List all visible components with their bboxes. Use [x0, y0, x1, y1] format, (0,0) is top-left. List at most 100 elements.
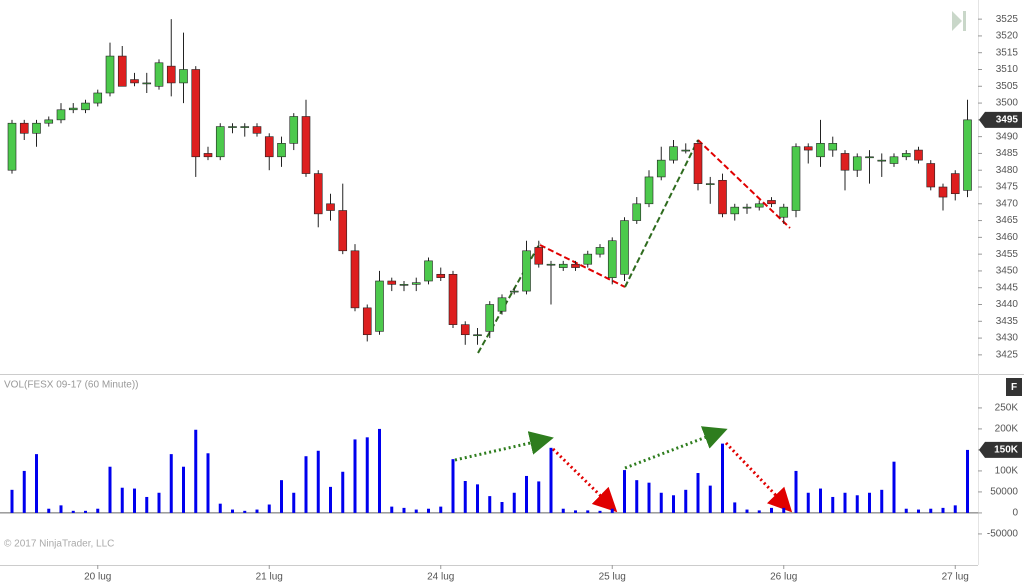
- candle-body: [779, 206, 789, 218]
- candle-body: [7, 122, 17, 171]
- trend-line: [477, 242, 541, 354]
- volume-bar: [917, 509, 920, 513]
- x-tick-label: 25 lug: [599, 572, 626, 583]
- candle-body: [803, 146, 813, 151]
- volume-bar: [439, 506, 443, 513]
- y-tick-label: 3450: [996, 266, 1019, 277]
- y-tick-label: 3425: [996, 350, 1019, 361]
- volume-bar: [537, 481, 541, 513]
- candle-body: [754, 203, 764, 208]
- volume-bar: [35, 454, 38, 513]
- y-tick-label: 3445: [996, 282, 1019, 293]
- candle-body: [326, 203, 335, 211]
- y-tick-label: 3520: [996, 31, 1019, 42]
- play-icon[interactable]: [952, 11, 966, 31]
- candle-body: [693, 143, 703, 184]
- x-tick-label: 24 lug: [427, 572, 454, 583]
- candle-body: [791, 146, 801, 211]
- volume-bar: [182, 466, 185, 513]
- volume-bar: [120, 487, 124, 513]
- y-tick-label: 3515: [996, 47, 1019, 58]
- candle-body: [669, 146, 678, 161]
- candle-body: [56, 109, 66, 121]
- y-tick-label: 3505: [996, 81, 1019, 92]
- last-price-badge: [979, 111, 1022, 128]
- volume-bar: [231, 509, 234, 513]
- candle-body: [705, 183, 715, 185]
- candle-body: [473, 334, 482, 337]
- candle-body: [411, 282, 421, 285]
- candle-body: [203, 153, 213, 158]
- candle-body: [742, 206, 752, 209]
- volume-arrow: [624, 426, 728, 470]
- candle-body: [816, 143, 825, 158]
- y-tick-label: 3500: [996, 98, 1019, 109]
- volume-bar: [292, 492, 296, 513]
- candle-body: [595, 247, 605, 255]
- candle-body: [730, 206, 740, 215]
- candle-body: [460, 324, 470, 336]
- y-tick-label: 0: [1012, 508, 1018, 519]
- candle-body: [166, 65, 176, 84]
- volume-bar: [806, 492, 810, 513]
- candle-body: [497, 297, 507, 312]
- volume-bar: [71, 510, 75, 513]
- volume-bar: [341, 471, 345, 513]
- candle-body: [264, 136, 274, 158]
- volume-bar: [96, 508, 100, 513]
- volume-bar: [169, 454, 173, 513]
- candle-body: [179, 69, 188, 84]
- y-tick-label: 3490: [996, 131, 1019, 142]
- volume-bar: [108, 466, 112, 513]
- panel-button-label[interactable]: F: [1011, 382, 1017, 393]
- y-tick-label: 3525: [996, 14, 1019, 25]
- trend-line: [539, 244, 626, 288]
- volume-bar: [451, 459, 455, 513]
- volume-bar: [512, 492, 516, 513]
- volume-arrow: [551, 447, 618, 513]
- candle-body: [117, 55, 127, 87]
- last-price-label: 3495: [996, 114, 1019, 125]
- volume-bar: [953, 505, 957, 513]
- copyright: © 2017 NinjaTrader, LLC: [4, 539, 114, 550]
- volume-bar: [194, 429, 198, 513]
- candle-body: [191, 69, 201, 158]
- candle-body: [448, 273, 458, 325]
- candle-body: [656, 159, 666, 178]
- volume-bar: [598, 510, 602, 513]
- volume-bar: [929, 508, 933, 513]
- candle-body: [889, 156, 899, 164]
- volume-bar: [574, 510, 577, 513]
- volume-bar: [476, 484, 479, 513]
- volume-bar: [304, 456, 308, 513]
- y-tick-label: 3510: [996, 64, 1019, 75]
- volume-bar: [586, 510, 590, 513]
- candle-body: [681, 149, 691, 152]
- x-tick-label: 27 lug: [942, 572, 969, 583]
- candle-body: [399, 284, 409, 286]
- volume-bar: [782, 507, 786, 513]
- y-tick-label: 3430: [996, 333, 1019, 344]
- volume-bar: [402, 507, 406, 513]
- candle-body: [950, 173, 960, 195]
- y-tick-label: 250K: [995, 403, 1019, 414]
- candle-body: [644, 176, 654, 205]
- volume-bar: [206, 453, 210, 513]
- panel-button[interactable]: [1006, 378, 1022, 396]
- y-tick-label: 3470: [996, 198, 1019, 209]
- y-tick-label: 3455: [996, 249, 1019, 260]
- candle-body: [718, 179, 727, 215]
- volume-bar: [819, 488, 822, 513]
- y-tick-label: -50000: [987, 529, 1019, 540]
- volume-bar: [243, 510, 247, 513]
- y-tick-label: 3460: [996, 232, 1019, 243]
- candle-body: [828, 143, 838, 151]
- candle-body: [240, 126, 250, 128]
- y-tick-label: 3475: [996, 182, 1019, 193]
- candle-body: [228, 126, 237, 128]
- volume-bar: [696, 473, 700, 513]
- volume-bar: [47, 508, 51, 513]
- y-tick-label: 3440: [996, 299, 1019, 310]
- volume-bar: [733, 502, 737, 513]
